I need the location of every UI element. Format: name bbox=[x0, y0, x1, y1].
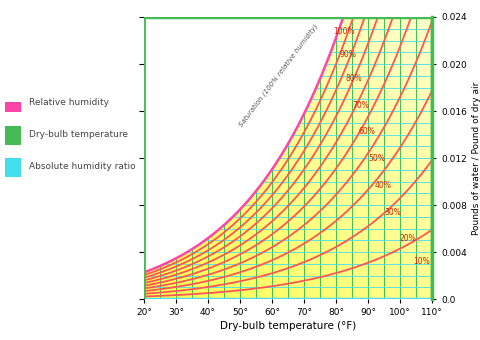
Text: 40%: 40% bbox=[374, 181, 391, 190]
Text: Relative humidity: Relative humidity bbox=[29, 98, 109, 106]
Text: 100%: 100% bbox=[333, 27, 354, 36]
Text: 90%: 90% bbox=[339, 50, 356, 59]
Text: Saturation (100% relative humidity): Saturation (100% relative humidity) bbox=[238, 23, 319, 129]
Text: 20%: 20% bbox=[400, 234, 417, 242]
Text: 60%: 60% bbox=[359, 126, 375, 136]
Text: Absolute humidity ratio: Absolute humidity ratio bbox=[29, 162, 136, 171]
Text: 70%: 70% bbox=[352, 101, 369, 110]
Polygon shape bbox=[144, 17, 432, 272]
X-axis label: Dry-bulb temperature (°F): Dry-bulb temperature (°F) bbox=[220, 321, 356, 332]
FancyBboxPatch shape bbox=[5, 158, 21, 177]
FancyBboxPatch shape bbox=[5, 94, 21, 112]
Text: 10%: 10% bbox=[413, 257, 430, 266]
Text: Dry-bulb temperature: Dry-bulb temperature bbox=[29, 130, 128, 139]
Y-axis label: Pounds of water / Pound of dry air: Pounds of water / Pound of dry air bbox=[472, 81, 480, 235]
Text: 30%: 30% bbox=[384, 208, 401, 217]
FancyBboxPatch shape bbox=[5, 126, 21, 144]
Text: 50%: 50% bbox=[368, 154, 385, 163]
Text: 80%: 80% bbox=[346, 74, 362, 83]
